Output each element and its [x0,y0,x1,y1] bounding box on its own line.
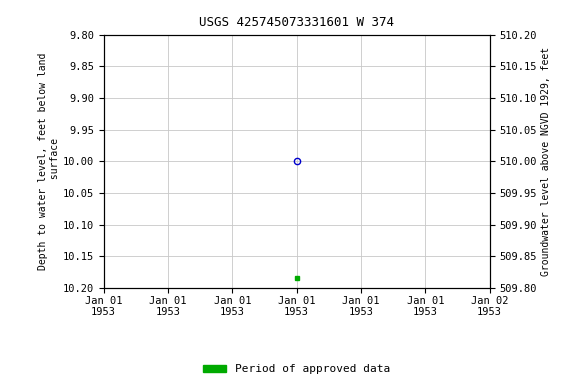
Legend: Period of approved data: Period of approved data [199,360,394,379]
Y-axis label: Groundwater level above NGVD 1929, feet: Groundwater level above NGVD 1929, feet [541,47,551,276]
Title: USGS 425745073331601 W 374: USGS 425745073331601 W 374 [199,16,394,29]
Y-axis label: Depth to water level, feet below land
 surface: Depth to water level, feet below land su… [39,53,60,270]
